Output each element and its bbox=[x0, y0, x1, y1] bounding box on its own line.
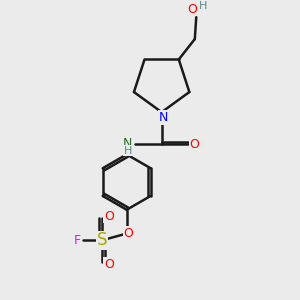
Text: O: O bbox=[187, 3, 197, 16]
Text: O: O bbox=[189, 138, 199, 151]
Text: O: O bbox=[104, 210, 114, 223]
Text: O: O bbox=[123, 226, 133, 240]
Text: O: O bbox=[104, 258, 114, 271]
Text: N: N bbox=[123, 137, 133, 150]
Text: F: F bbox=[74, 234, 81, 247]
Text: H: H bbox=[200, 1, 208, 11]
Text: H: H bbox=[124, 146, 132, 156]
Text: S: S bbox=[97, 231, 107, 249]
Text: N: N bbox=[158, 111, 168, 124]
